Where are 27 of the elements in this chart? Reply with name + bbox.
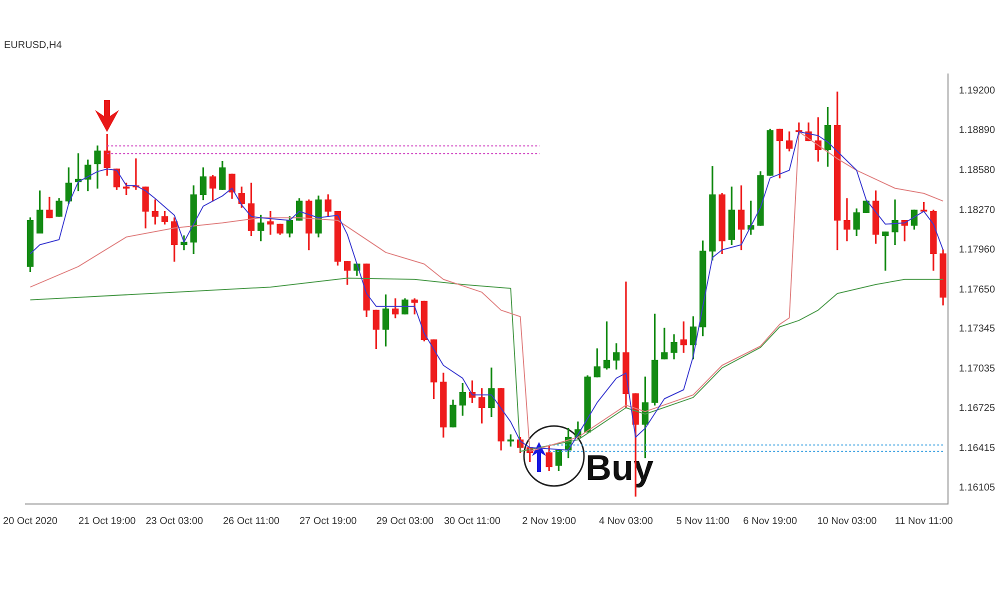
x-tick-label: 27 Oct 19:00 [299,516,358,527]
x-tick-label: 2 Nov 19:00 [522,516,576,527]
x-tick-label: 10 Nov 03:00 [817,516,878,527]
y-tick-label: 1.17960 [958,244,996,256]
y-tick-label: 1.16725 [958,403,996,414]
y-tick-label: 1.18890 [958,125,996,136]
chart-title: EURUSD,H4 [4,40,62,51]
x-tick-label: 26 Oct 11:00 [222,516,280,527]
x-tick-label: 5 Nov 11:00 [676,516,730,527]
y-tick-label: 1.18270 [958,204,996,216]
x-tick-label: 6 Nov 19:00 [743,516,798,527]
x-tick-label: 20 Oct 2020 [3,516,58,527]
x-tick-label: 4 Nov 03:00 [599,516,654,527]
y-tick-label: 1.18580 [958,165,996,176]
candlestick [844,198,850,242]
y-tick-label: 1.17650 [958,284,996,296]
y-tick-label: 1.19200 [958,85,996,96]
y-tick-label: 1.17345 [958,324,996,335]
candlestick [267,211,274,235]
x-tick-label: 21 Oct 19:00 [78,516,136,527]
x-tick-label: 29 Oct 03:00 [376,516,434,527]
x-tick-label: 30 Oct 11:00 [444,516,501,527]
y-tick-label: 1.16415 [958,442,996,454]
x-tick-label: 23 Oct 03:00 [146,516,204,527]
y-tick-label: 1.16105 [958,482,996,494]
x-tick-label: 11 Nov 11:00 [894,516,954,527]
y-tick-label: 1.17035 [958,363,996,374]
